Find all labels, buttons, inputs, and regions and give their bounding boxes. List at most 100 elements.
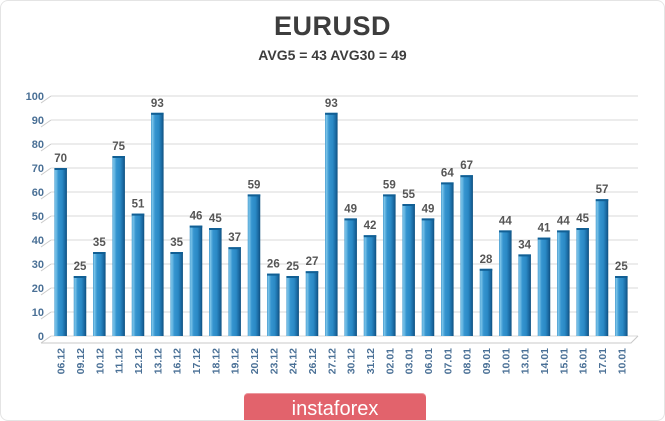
bar-value-label: 46 bbox=[190, 211, 203, 223]
watermark-banner[interactable]: instaforex bbox=[244, 393, 426, 420]
bar-top-cap bbox=[170, 252, 183, 254]
bar-value-label: 55 bbox=[402, 189, 415, 201]
x-tick-label: 06.01 bbox=[423, 348, 435, 374]
bar-value-label: 93 bbox=[151, 98, 164, 110]
bar bbox=[247, 194, 261, 336]
bar-value-label: 59 bbox=[248, 179, 261, 191]
bar bbox=[54, 168, 67, 336]
bar-value-label: 59 bbox=[383, 179, 396, 191]
bar-top-cap bbox=[325, 112, 338, 115]
x-tick-label: 06.12 bbox=[56, 348, 68, 374]
bar-value-label: 35 bbox=[170, 237, 183, 249]
watermark-label: instaforex bbox=[291, 397, 379, 420]
y-tick-label: 60 bbox=[32, 187, 44, 199]
bar-top-cap bbox=[479, 268, 493, 271]
x-tick-label: 31.12 bbox=[365, 348, 377, 374]
y-tick-label: 80 bbox=[32, 139, 44, 151]
bar bbox=[112, 156, 125, 336]
bar-top-cap bbox=[595, 199, 609, 202]
gridline-3d-slash bbox=[40, 311, 52, 320]
bar-value-label: 27 bbox=[306, 256, 319, 268]
x-tick-label: 18.12 bbox=[210, 348, 222, 374]
y-tick-label: 50 bbox=[32, 211, 44, 223]
bar-top-cap bbox=[247, 194, 261, 197]
x-tick-label: 17.01 bbox=[597, 348, 609, 374]
bar bbox=[344, 218, 357, 336]
chart-subtitle: AVG5 = 43 AVG30 = 49 bbox=[258, 47, 407, 63]
bar-top-cap bbox=[209, 228, 222, 230]
bar-value-label: 49 bbox=[422, 203, 435, 215]
bar-value-label: 44 bbox=[557, 215, 570, 227]
bar bbox=[131, 213, 145, 336]
y-tick-label: 30 bbox=[32, 259, 44, 271]
bar-top-cap bbox=[54, 168, 67, 170]
bar-value-label: 41 bbox=[538, 223, 551, 235]
x-tick-label: 27.12 bbox=[326, 348, 338, 374]
x-tick-label: 13.12 bbox=[152, 348, 164, 374]
gridline-3d-slash bbox=[40, 167, 52, 176]
x-tick-label: 14.01 bbox=[539, 348, 551, 374]
y-tick-label: 40 bbox=[32, 235, 44, 247]
bar-top-cap bbox=[402, 204, 415, 206]
bar-value-label: 45 bbox=[576, 213, 589, 225]
bar-top-cap bbox=[363, 235, 377, 238]
x-tick-label: 08.01 bbox=[462, 348, 474, 374]
bar-top-cap bbox=[286, 276, 299, 278]
bar bbox=[518, 254, 531, 336]
x-tick-label: 03.01 bbox=[404, 348, 416, 374]
bar-value-label: 25 bbox=[615, 261, 628, 273]
gridline-3d-slash bbox=[40, 263, 52, 272]
bar bbox=[595, 199, 609, 336]
bar bbox=[209, 228, 222, 336]
y-tick-label: 0 bbox=[38, 331, 44, 343]
x-tick-label: 02.01 bbox=[384, 348, 396, 374]
bar-top-cap bbox=[93, 252, 106, 254]
bar-top-cap bbox=[576, 228, 589, 230]
bar-top-cap bbox=[615, 276, 628, 278]
x-tick-label: 15.01 bbox=[558, 348, 570, 374]
bar bbox=[615, 276, 628, 336]
bar-top-cap bbox=[518, 254, 531, 257]
gridline-3d-slash bbox=[40, 95, 52, 104]
bar-top-cap bbox=[228, 247, 241, 250]
gridline-3d-slash bbox=[40, 239, 52, 248]
bar bbox=[421, 218, 435, 336]
bar bbox=[73, 276, 87, 336]
x-tick-label: 09.12 bbox=[75, 348, 87, 374]
x-tick-label: 10.12 bbox=[94, 348, 106, 374]
gridline-3d-slash bbox=[40, 143, 52, 152]
bar bbox=[228, 247, 241, 336]
bar-top-cap bbox=[73, 276, 87, 278]
bar bbox=[325, 112, 338, 336]
bar-value-label: 25 bbox=[74, 261, 87, 273]
bar-top-cap bbox=[441, 182, 454, 185]
floor-edge bbox=[41, 335, 639, 344]
bar-top-cap bbox=[112, 156, 125, 158]
x-tick-label: 16.12 bbox=[172, 348, 184, 374]
bar bbox=[479, 268, 493, 336]
bar-top-cap bbox=[267, 273, 280, 276]
y-tick-label: 90 bbox=[32, 115, 44, 127]
bar bbox=[151, 112, 164, 336]
bar bbox=[557, 230, 570, 336]
bar-value-label: 42 bbox=[364, 220, 377, 232]
bar bbox=[286, 276, 299, 336]
x-tick-label: 09.01 bbox=[481, 348, 493, 374]
chart-title: EURUSD bbox=[273, 11, 391, 41]
x-tick-label: 24.12 bbox=[288, 348, 300, 374]
x-tick-label: 23.12 bbox=[268, 348, 280, 374]
bar-value-label: 35 bbox=[93, 237, 106, 249]
x-tick-label: 10.01 bbox=[616, 348, 628, 374]
bar-top-cap bbox=[499, 230, 512, 233]
bar-top-cap bbox=[421, 218, 435, 221]
x-tick-label: 17.12 bbox=[191, 348, 203, 374]
x-tick-label: 10.01 bbox=[500, 348, 512, 374]
bar-value-label: 67 bbox=[460, 160, 473, 172]
bar-top-cap bbox=[305, 271, 319, 274]
bar-top-cap bbox=[537, 237, 551, 240]
bar-value-label: 34 bbox=[518, 239, 531, 251]
bar-value-label: 44 bbox=[499, 215, 512, 227]
bar-top-cap bbox=[557, 230, 570, 233]
bar-value-label: 51 bbox=[132, 199, 145, 211]
